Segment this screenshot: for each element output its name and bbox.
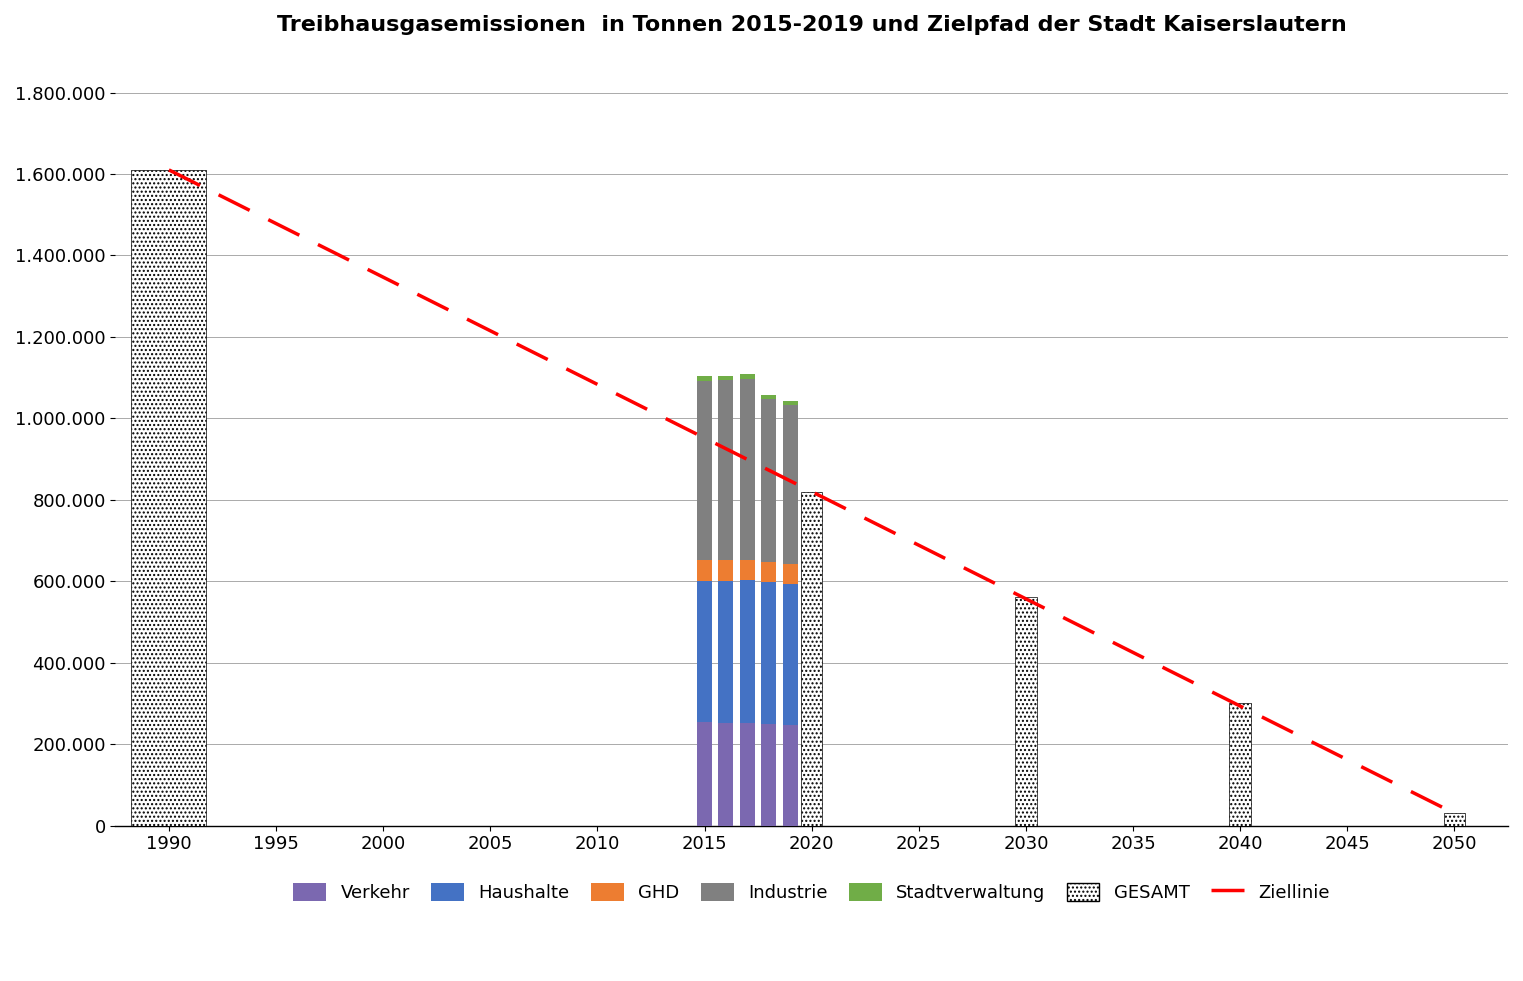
Legend: Verkehr, Haushalte, GHD, Industrie, Stadtverwaltung, GESAMT, Ziellinie: Verkehr, Haushalte, GHD, Industrie, Stad… xyxy=(286,876,1337,909)
Bar xyxy=(719,581,734,722)
Bar xyxy=(801,491,822,826)
Bar xyxy=(740,379,755,560)
Bar xyxy=(783,401,798,405)
Bar xyxy=(783,725,798,826)
Bar xyxy=(698,581,713,722)
Bar xyxy=(698,381,713,560)
Bar xyxy=(1016,597,1037,826)
Bar xyxy=(719,722,734,826)
Bar xyxy=(783,584,798,725)
Bar xyxy=(783,405,798,564)
Bar xyxy=(698,560,713,581)
Bar xyxy=(740,560,755,581)
Title: Treibhausgasemissionen  in Tonnen 2015-2019 und Zielpfad der Stadt Kaiserslauter: Treibhausgasemissionen in Tonnen 2015-20… xyxy=(277,15,1346,35)
Bar xyxy=(1229,703,1250,826)
Bar xyxy=(131,170,207,826)
Bar xyxy=(698,722,713,826)
Bar xyxy=(762,582,777,724)
Bar xyxy=(762,562,777,582)
Bar xyxy=(783,564,798,584)
Bar xyxy=(740,375,755,379)
Bar xyxy=(740,723,755,826)
Bar xyxy=(698,377,713,381)
Bar xyxy=(762,394,777,398)
Bar xyxy=(740,581,755,723)
Bar xyxy=(719,560,734,581)
Bar xyxy=(719,376,734,380)
Bar xyxy=(762,724,777,826)
Bar xyxy=(762,398,777,562)
Bar xyxy=(1444,813,1465,826)
Bar xyxy=(719,380,734,560)
